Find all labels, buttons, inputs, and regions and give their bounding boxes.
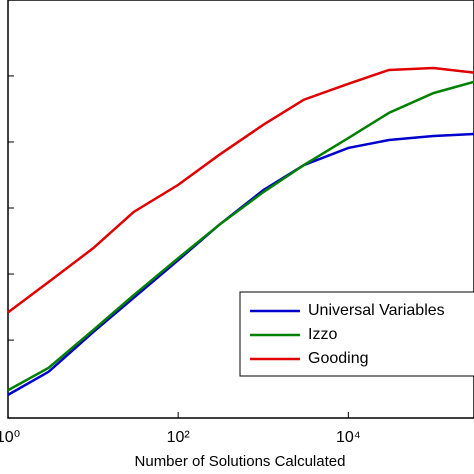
legend-label: Universal Variables	[308, 302, 445, 319]
legend-label: Gooding	[308, 350, 369, 367]
series-line	[7, 80, 474, 392]
x-tick-label: 10⁴	[336, 429, 361, 446]
x-axis-label: Number of Solutions Calculated	[135, 453, 346, 470]
x-tick-label: 10²	[167, 429, 191, 446]
series-line	[7, 66, 474, 314]
x-tick-label: 10⁰	[0, 429, 20, 446]
legend: Universal Variables Izzo Gooding	[239, 291, 474, 377]
plot-frame	[7, 0, 474, 419]
legend-label: Izzo	[308, 326, 337, 343]
